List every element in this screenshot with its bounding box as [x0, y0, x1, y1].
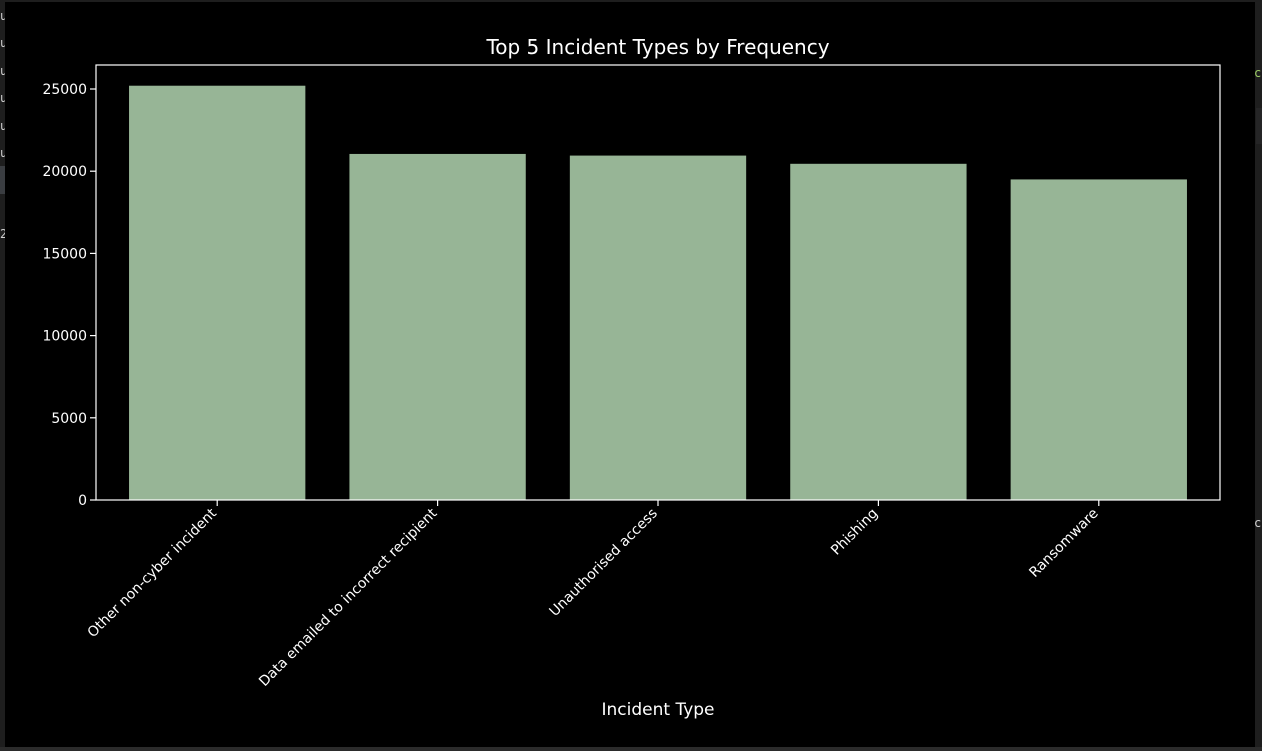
x-tick-label: Ransomware	[1026, 506, 1101, 581]
background-text-fragment: u	[0, 91, 8, 105]
y-tick-label: 10000	[42, 329, 87, 345]
bar-chart: Top 5 Incident Types by Frequency 0 5000 1…	[42, 35, 1221, 720]
bars-group	[129, 85, 1187, 501]
background-text-fragment: u	[0, 36, 8, 50]
bar	[1010, 179, 1187, 501]
chart-figure: Top 5 Incident Types by Frequency 0 5000 1…	[5, 2, 1255, 747]
x-tick-label: Other non-cyber incident	[85, 505, 221, 641]
background-text-fragment: c	[1254, 516, 1262, 530]
x-tick-label: Data emailed to incorrect recipient	[256, 505, 441, 690]
y-tick-label: 15000	[42, 246, 87, 262]
chart-title: Top 5 Incident Types by Frequency	[485, 35, 829, 59]
x-tick-label: Unauthorised access	[547, 506, 661, 620]
background-text-fragment: u	[0, 119, 8, 133]
y-tick-label: 25000	[42, 82, 87, 98]
bar	[569, 155, 747, 500]
bar	[790, 163, 967, 501]
background-toolbar-strip	[0, 166, 5, 194]
bar	[349, 153, 526, 500]
y-tick-label: 5000	[51, 411, 87, 427]
y-tick-label: 0	[78, 493, 87, 509]
plot-frame	[95, 64, 1221, 501]
x-axis: Other non-cyber incident Data emailed to …	[85, 500, 1102, 690]
y-axis: 0 5000 10000 15000 20000 25000	[42, 82, 96, 509]
background-text-fragment: u	[0, 146, 8, 160]
background-text-fragment: u	[0, 64, 8, 78]
background-text-fragment: u	[0, 9, 8, 23]
background-text-fragment: 2	[0, 227, 8, 241]
x-tick-label: Phishing	[828, 506, 881, 559]
bar	[129, 85, 306, 500]
y-tick-label: 20000	[42, 164, 87, 180]
x-axis-label: Incident Type	[602, 700, 715, 720]
background-text-fragment: c	[1254, 66, 1262, 80]
background-toolbar-strip	[1256, 108, 1262, 144]
